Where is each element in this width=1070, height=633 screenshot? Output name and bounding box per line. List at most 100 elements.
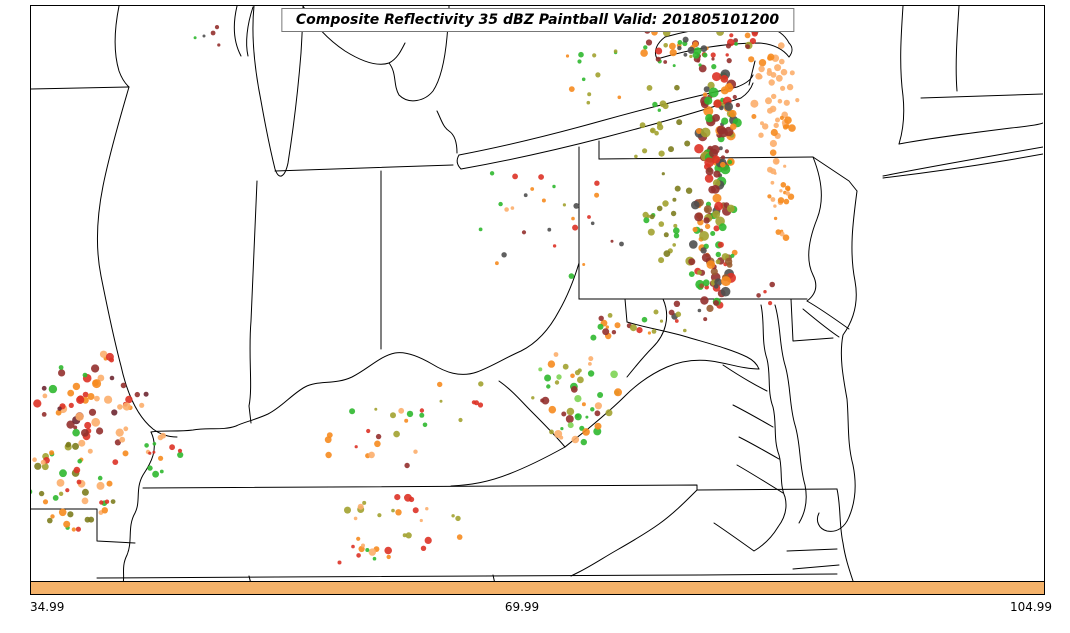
paintball-dot [605,409,613,417]
niagara-river [748,60,756,86]
paintball-dot [730,123,737,130]
paintball-dot [656,205,663,212]
paintball-dot [570,386,578,393]
paintball-dot [63,520,71,528]
paintball-dot [658,221,665,227]
paintball-dot [405,532,412,539]
paintball-dot [377,513,382,518]
paintball-dot [703,217,710,224]
paintball-dot [41,463,49,471]
paintball-dot [594,422,602,430]
paintball-dot [577,59,582,64]
paintball-dot [58,369,66,377]
paintball-dot [582,428,590,436]
paintball-dot [152,442,157,446]
axis-tick-center: 69.99 [504,600,540,614]
paintball-dot [554,380,560,385]
paintball-dot [58,365,64,370]
paintball-dot [56,479,65,487]
paintball-dot [767,166,773,173]
paintball-dot [455,515,461,522]
paintball-dot [547,227,552,232]
paintball-dot [767,194,772,199]
paintball-dot [694,144,704,154]
paintball-dot [674,84,680,91]
paintball-dot [214,25,220,30]
chesapeake-west-shore [760,304,787,528]
paintball-dot [700,127,711,138]
paintball-dot [72,382,81,391]
paintball-dot [710,52,716,58]
paintball-dot [512,173,518,180]
paintball-dot [607,313,613,318]
paintball-dot [38,490,45,497]
paintball-dot [210,30,216,36]
paintball-dot [456,534,463,540]
paintball-dot [701,253,711,263]
paintball-dot [568,273,575,279]
lake-michigan [252,6,304,177]
paintball-dot [406,410,414,418]
paintball-dot [590,221,595,226]
paintball-dot [368,451,375,459]
rivers [150,262,580,433]
paintball-dot [610,370,618,379]
paintball-dot [789,70,795,76]
paintball-dot [570,373,575,379]
lake-erie-west-cap [456,154,462,170]
paintball-dot [617,95,622,100]
paintball-dot [663,60,668,64]
paintball-dot [619,241,624,247]
paintball-dot [82,391,89,398]
paintball-dot [495,261,499,266]
paintball-dot [424,536,432,545]
paintball-dot [598,315,604,321]
wi-il-border [31,86,130,90]
paintball-dot [672,64,676,68]
paintball-dot [692,226,698,233]
paintball-dot [634,154,638,159]
paintball-dot [714,201,724,211]
paintball-dot [412,507,419,514]
paintball-dot [676,119,683,126]
nc-sounds [786,548,840,570]
paintball-dot [706,304,714,312]
paintball-dot [662,200,669,207]
delaware-borders [790,298,834,342]
paintball-dot [703,205,713,214]
paintball-dot [67,511,74,518]
paintball-dot [707,81,715,89]
paintball-dot [501,252,507,258]
paintball-dot [594,180,600,186]
paintball-dot [71,527,76,532]
paintball-dot [734,42,738,46]
paintball-dot [782,124,789,130]
paintball-dot [654,130,659,136]
paintball-dot [458,417,463,423]
paintball-dot [552,184,556,189]
paintball-dot [786,83,794,91]
paintball-dot [730,253,735,258]
paintball-dot [778,42,785,49]
paintball-dot [704,157,715,168]
paintball-dot [672,197,677,202]
paintball-dot [104,395,113,404]
paintball-dot [73,466,81,474]
paintball-dot [729,33,734,38]
paintball-dot [390,412,396,419]
paintball-dot [144,443,149,448]
paintball-dot [366,428,371,434]
paintball-dot [704,223,711,230]
paintball-dot [674,185,681,192]
paintball-dot [393,430,400,438]
paintball-dot [530,187,535,191]
paintball-dot [687,46,695,54]
paintball-dot [602,328,610,336]
paintball-dot [688,258,696,266]
paintball-dot [711,155,721,164]
paintball-dot [374,407,378,411]
paintball-dot [590,407,595,412]
paintball-dot [704,96,713,105]
paintball-dot [677,40,683,45]
paintball-dot [498,201,503,207]
